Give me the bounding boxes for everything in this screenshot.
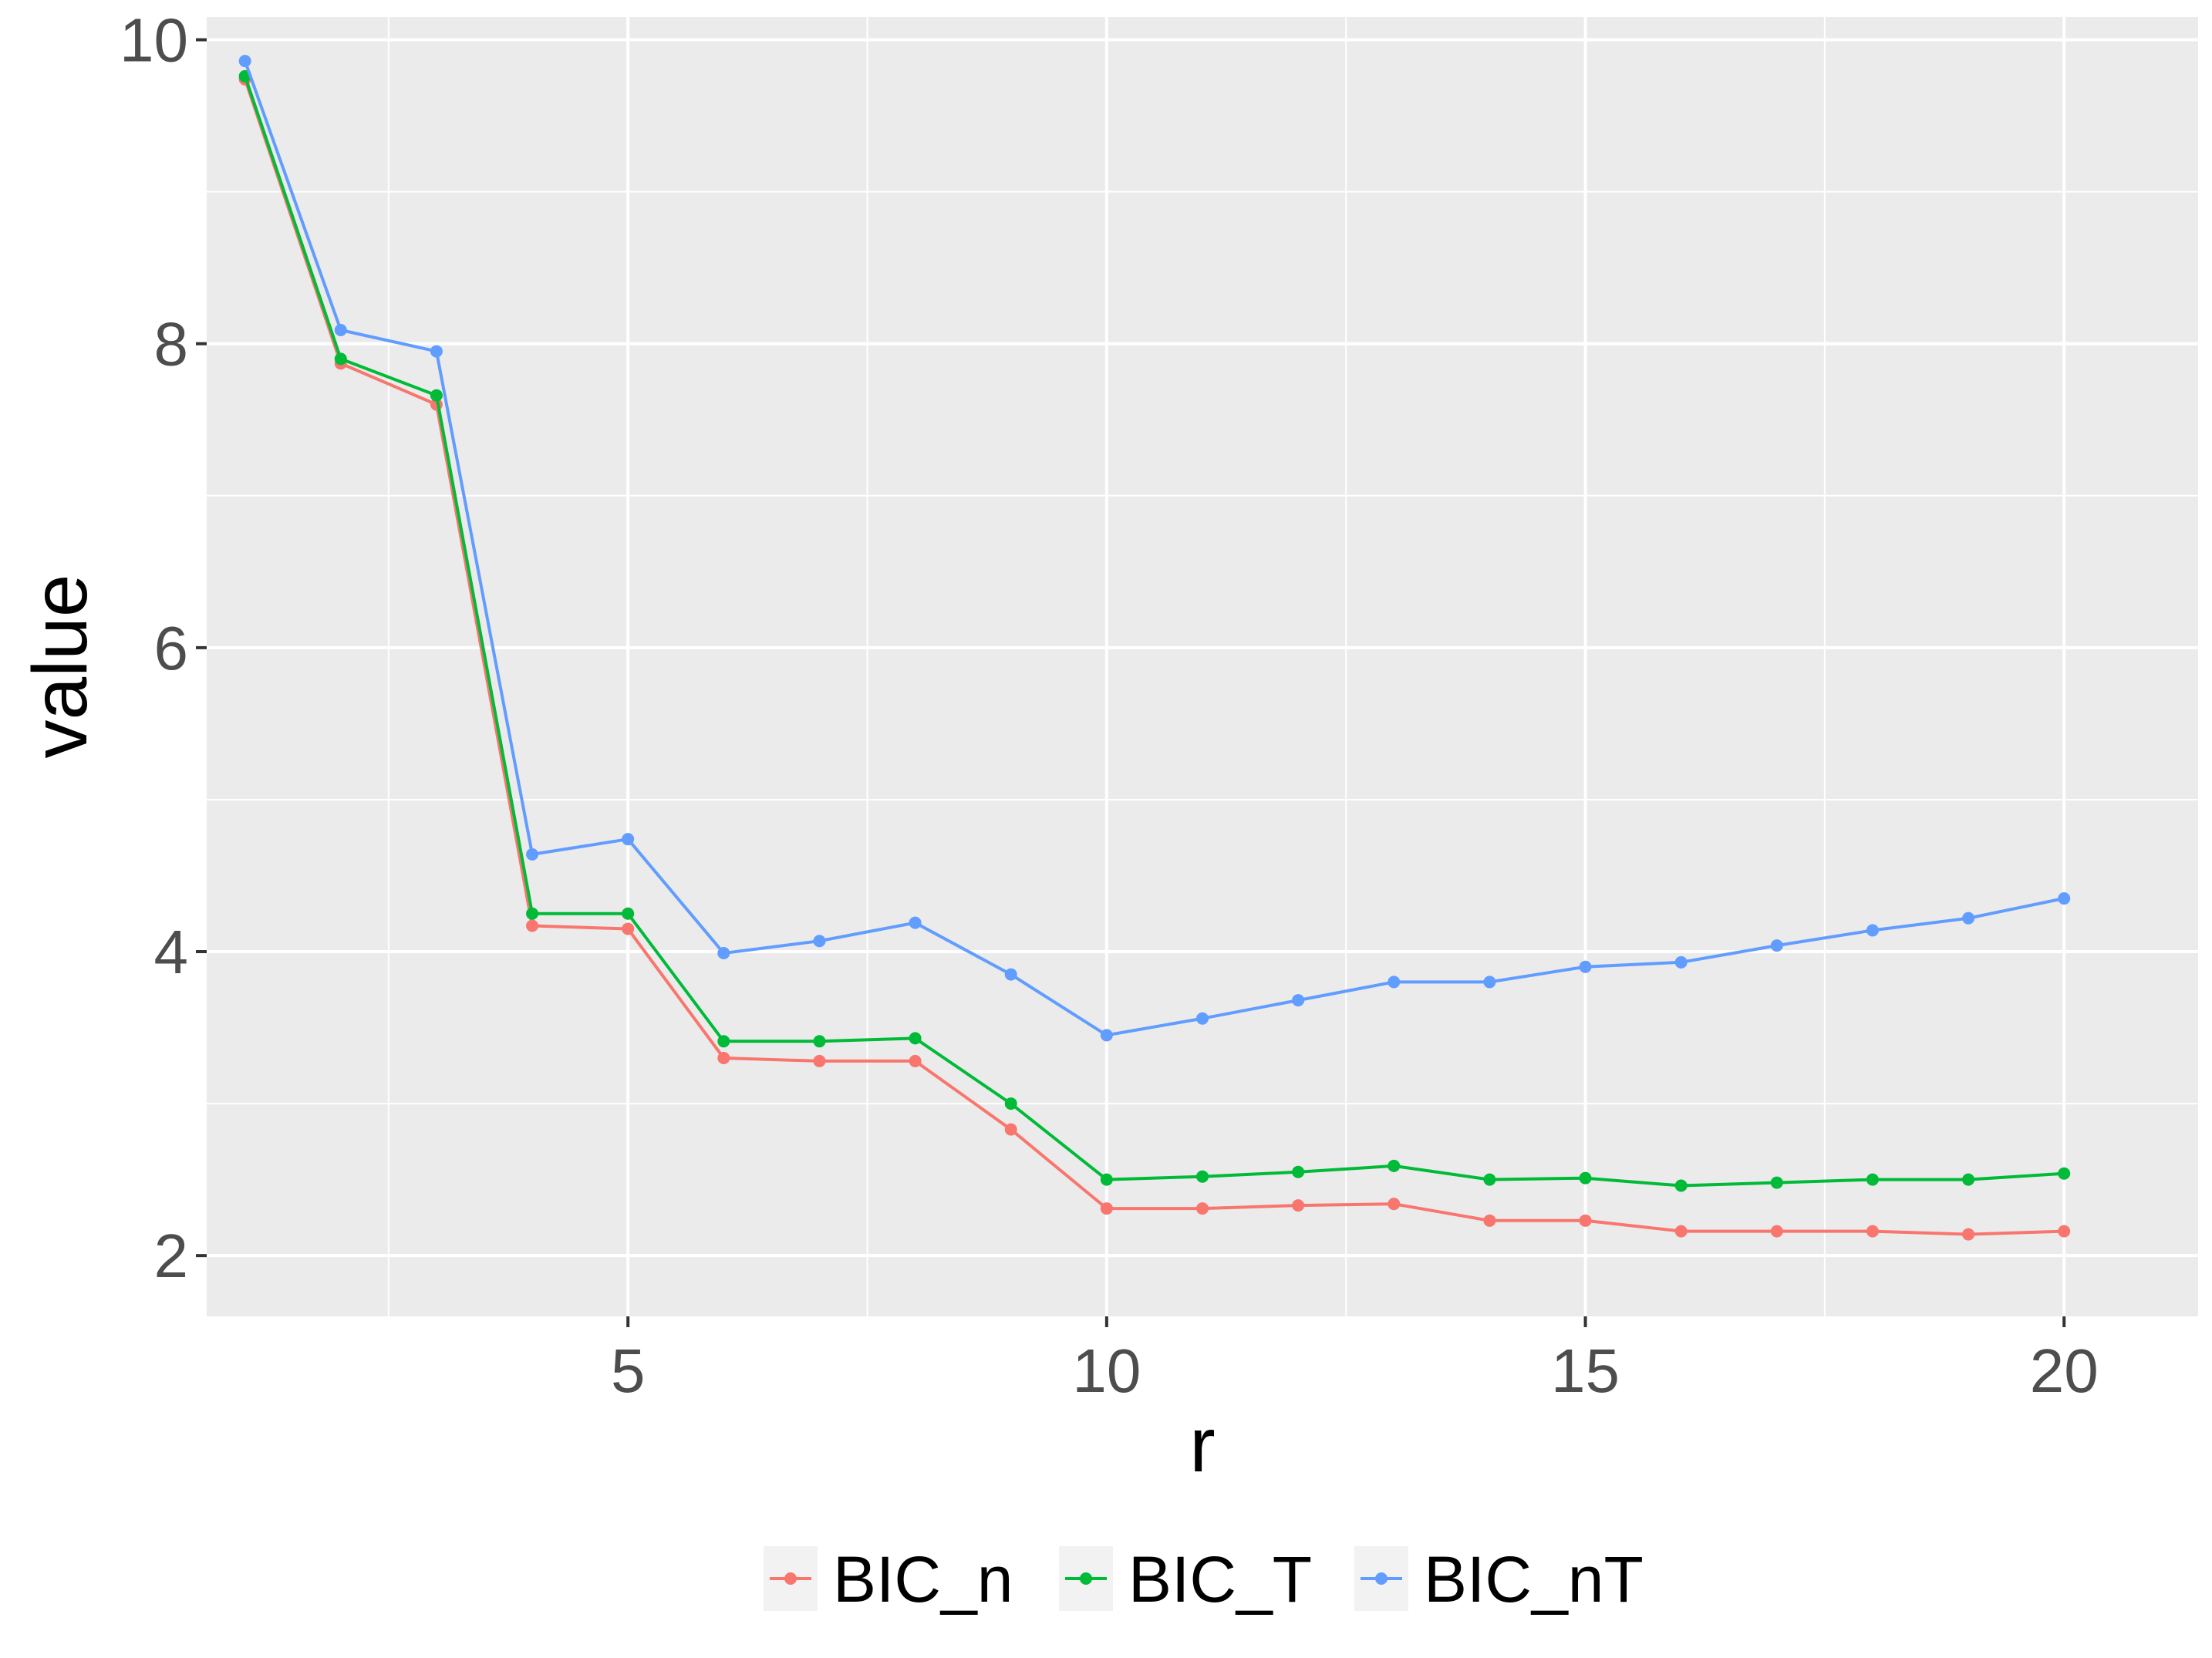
data-point-bic-t [1770, 1176, 1783, 1189]
data-point-bic-nt [1483, 976, 1496, 989]
data-point-bic-nt [1962, 912, 1975, 925]
data-point-bic-nt [909, 916, 922, 929]
panel-background [207, 17, 2198, 1316]
data-point-bic-n [1100, 1202, 1113, 1215]
data-point-bic-n [1483, 1214, 1496, 1227]
data-point-bic-n [1579, 1214, 1592, 1227]
data-point-bic-n [717, 1051, 730, 1064]
series-line-bic-nt [243, 60, 2065, 1037]
data-point-bic-n [1770, 1225, 1783, 1238]
data-point-bic-n [909, 1054, 922, 1067]
data-point-bic-t [1674, 1179, 1688, 1192]
data-point-bic-n [526, 919, 539, 932]
data-point-bic-nt [717, 946, 730, 959]
data-point-bic-t [1483, 1173, 1496, 1186]
data-point-bic-nt [813, 935, 826, 948]
y-axis-title: value [17, 574, 103, 758]
data-point-bic-nt [1100, 1029, 1113, 1042]
x-tick-label: 20 [2030, 1336, 2099, 1405]
x-tick-label: 10 [1072, 1336, 1141, 1405]
data-point-bic-n [1674, 1225, 1688, 1238]
data-point-bic-n [1196, 1202, 1209, 1215]
data-point-bic-nt [1674, 955, 1688, 969]
data-point-bic-nt [430, 345, 443, 358]
data-point-bic-nt [238, 55, 251, 68]
x-tick-label: 5 [611, 1336, 646, 1405]
data-point-bic-n [622, 922, 635, 935]
data-point-bic-n [1866, 1225, 1879, 1238]
series-line-bic-t [243, 76, 2065, 1188]
y-tick-label: 10 [120, 6, 188, 75]
series-bic-t [238, 69, 2071, 1192]
y-tick-label: 6 [154, 614, 189, 682]
data-point-bic-nt [1579, 960, 1592, 973]
data-point-bic-t [526, 907, 539, 920]
data-point-bic-nt [334, 323, 347, 336]
data-point-bic-t [1866, 1173, 1879, 1186]
legend-key-point [784, 1572, 797, 1585]
series-line-bic-n [243, 79, 2065, 1236]
legend: BIC_n BIC_T BIC_nT [764, 1543, 1644, 1616]
data-point-bic-n [1004, 1123, 1017, 1136]
data-point-bic-nt [1196, 1012, 1209, 1025]
data-point-bic-t [717, 1035, 730, 1048]
data-point-bic-n [2058, 1225, 2071, 1238]
data-point-bic-nt [1004, 968, 1017, 981]
data-point-bic-t [622, 907, 635, 920]
data-point-bic-t [1579, 1171, 1592, 1185]
series-bic-nt [238, 55, 2071, 1042]
series-layer [238, 55, 2071, 1241]
y-tick-label: 2 [154, 1222, 189, 1290]
data-point-bic-t [1388, 1159, 1401, 1172]
data-point-bic-nt [1770, 939, 1783, 952]
y-axis: 2 4 6 8 10 [120, 6, 207, 1290]
minor-gridlines [207, 17, 2198, 1316]
data-point-bic-nt [622, 833, 635, 846]
legend-item-bic-nt: BIC_nT [1354, 1543, 1644, 1616]
legend-item-bic-t: BIC_T [1059, 1543, 1312, 1616]
legend-key-point [1080, 1572, 1092, 1585]
data-point-bic-n [813, 1054, 826, 1067]
data-point-bic-t [813, 1035, 826, 1048]
x-axis-title: r [1189, 1402, 1215, 1488]
data-point-bic-nt [526, 848, 539, 861]
data-point-bic-t [430, 389, 443, 402]
y-tick-label: 4 [154, 918, 189, 986]
legend-label: BIC_n [833, 1543, 1013, 1616]
data-point-bic-t [334, 352, 347, 366]
x-tick-label: 15 [1551, 1336, 1620, 1405]
data-point-bic-t [1196, 1170, 1209, 1183]
x-axis: 5 10 15 20 [611, 1316, 2099, 1405]
data-point-bic-t [909, 1032, 922, 1045]
data-point-bic-nt [1292, 994, 1305, 1007]
data-point-bic-t [1100, 1173, 1113, 1186]
data-point-bic-t [1962, 1173, 1975, 1186]
legend-item-bic-n: BIC_n [764, 1543, 1013, 1616]
data-point-bic-nt [1388, 976, 1401, 989]
data-point-bic-t [2058, 1167, 2071, 1180]
data-point-bic-n [1292, 1199, 1305, 1212]
data-point-bic-nt [2058, 892, 2071, 905]
legend-key-point [1375, 1572, 1388, 1585]
legend-label: BIC_T [1128, 1543, 1312, 1616]
data-point-bic-t [1292, 1165, 1305, 1178]
data-point-bic-n [1962, 1228, 1975, 1241]
data-point-bic-n [1388, 1198, 1401, 1211]
data-point-bic-t [1004, 1097, 1017, 1110]
legend-label: BIC_nT [1424, 1543, 1644, 1616]
data-point-bic-nt [1866, 924, 1879, 937]
y-tick-label: 8 [154, 310, 189, 379]
major-gridlines [207, 17, 2198, 1316]
